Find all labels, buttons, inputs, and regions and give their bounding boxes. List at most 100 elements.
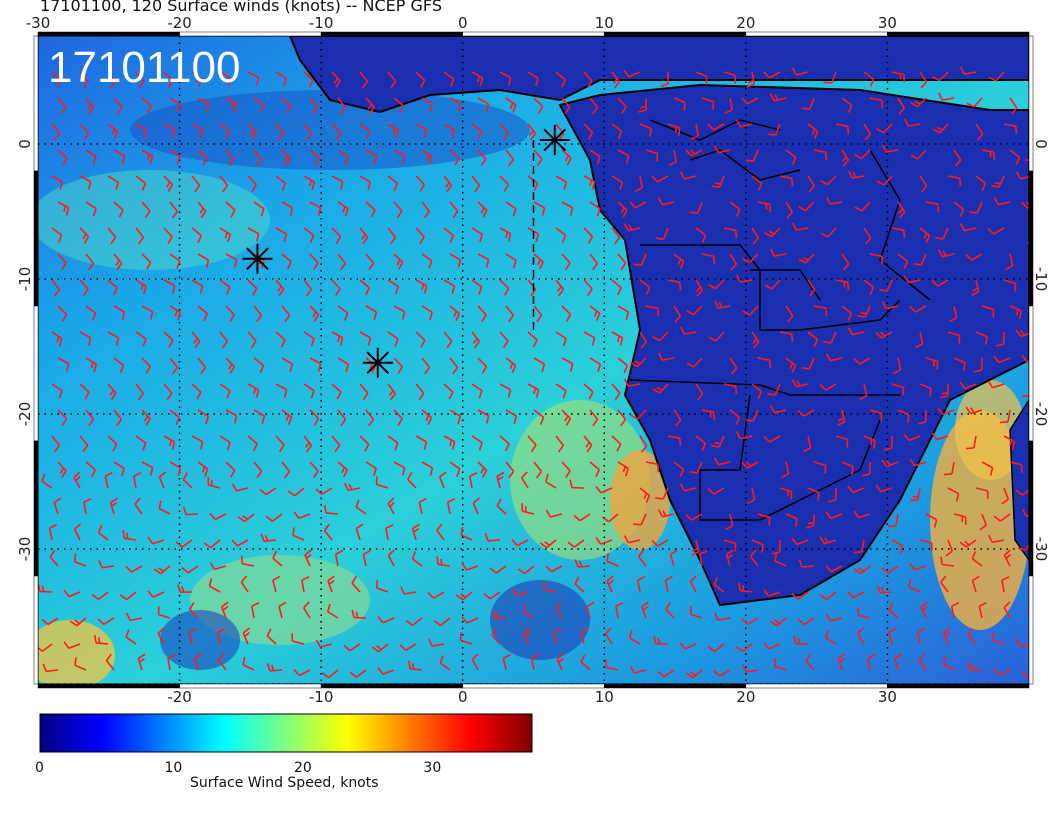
- wind-barb: [1003, 279, 1017, 292]
- wind-barb: [135, 383, 145, 401]
- wind-barb: [729, 201, 741, 217]
- wind-barb: [191, 227, 203, 244]
- wind-barb: [947, 331, 961, 344]
- wind-barb: [321, 669, 339, 679]
- wind-barb: [879, 279, 893, 292]
- wind-barb: [711, 175, 725, 188]
- wind-barb: [779, 487, 793, 500]
- wind-barb: [853, 510, 871, 519]
- wind-barb: [695, 71, 708, 85]
- wind-barb: [1025, 158, 1029, 162]
- wind-barb: [167, 654, 176, 671]
- wind-barb: [309, 461, 319, 479]
- wind-barb: [436, 523, 445, 541]
- wind-barb: [163, 435, 176, 450]
- wind-barb: [359, 71, 369, 89]
- wind-barb: [807, 279, 816, 297]
- wind-barb: [471, 227, 484, 243]
- wind-barb: [999, 409, 1011, 424]
- wind-barb: [771, 539, 781, 555]
- wind-barb: [439, 655, 451, 671]
- wind-barb: [931, 432, 949, 441]
- wind-barb: [41, 473, 53, 489]
- wind-barb: [505, 149, 515, 167]
- wind-barb: [309, 201, 322, 216]
- wind-barb: [903, 433, 921, 442]
- wind-barb: [745, 409, 759, 422]
- wind-barb: [639, 279, 651, 295]
- wind-barb: [125, 565, 143, 573]
- wind-barb: [225, 305, 235, 322]
- wind-barb: [41, 617, 59, 626]
- wind-barb: [436, 556, 451, 567]
- wind-barb: [79, 227, 90, 244]
- wind-barb: [988, 71, 1005, 82]
- wind-barb: [147, 590, 165, 598]
- wind-barb: [601, 513, 619, 523]
- wind-barb: [499, 383, 512, 398]
- wind-barb: [433, 617, 451, 627]
- wind-barb: [689, 575, 697, 593]
- wind-barb: [893, 357, 902, 375]
- wind-barb: [1021, 672, 1029, 679]
- wind-barb: [639, 123, 652, 137]
- wind-barb: [891, 71, 906, 83]
- wind-barb: [881, 301, 899, 310]
- wind-barb: [561, 461, 571, 479]
- wind-barb: [909, 562, 927, 571]
- wind-barb: [897, 97, 906, 115]
- wind-barb: [132, 472, 142, 489]
- wind-barb: [135, 279, 147, 295]
- wind-barb: [791, 379, 809, 388]
- wind-barb: [275, 175, 287, 192]
- wind-barb: [639, 487, 651, 504]
- wind-barb: [359, 279, 370, 296]
- wind-barb: [657, 197, 675, 206]
- wind-barb: [665, 601, 675, 619]
- wind-barb: [967, 662, 983, 671]
- x-tick-label-top: -20: [167, 14, 192, 32]
- wind-barb: [365, 409, 375, 427]
- wind-barb: [421, 97, 433, 113]
- wind-barb: [428, 638, 445, 647]
- wind-barb: [141, 149, 154, 164]
- wind-barb: [57, 253, 67, 271]
- wind-barb: [169, 253, 181, 269]
- wind-barb: [471, 123, 483, 140]
- wind-barb: [801, 357, 815, 370]
- wind-barb: [51, 331, 63, 347]
- wind-barb: [253, 461, 263, 479]
- wind-barb: [177, 584, 193, 593]
- wind-barb: [841, 253, 850, 271]
- wind-barb: [387, 331, 399, 347]
- wind-barb: [797, 617, 815, 626]
- wind-barb: [175, 539, 193, 548]
- wind-barb: [42, 663, 59, 673]
- wind-barb: [993, 197, 1011, 206]
- wind-barb: [113, 149, 126, 164]
- wind-barb: [863, 123, 872, 141]
- wind-barb: [421, 461, 434, 476]
- colorbar-label: Surface Wind Speed, knots: [190, 775, 379, 791]
- wind-barb: [125, 629, 137, 645]
- wind-barb: [949, 305, 958, 323]
- wind-barb: [191, 331, 201, 349]
- wind-barb: [679, 483, 697, 492]
- wind-barb: [499, 331, 509, 349]
- wind-barb: [511, 539, 529, 547]
- wind-barb: [91, 591, 109, 600]
- wind-barb: [690, 123, 699, 140]
- wind-barb: [695, 383, 704, 401]
- date-stamp: 17101100: [48, 43, 241, 92]
- wind-barb: [141, 461, 154, 476]
- wind-barb: [523, 627, 531, 645]
- wind-barb: [1003, 123, 1018, 135]
- wind-barb: [93, 634, 109, 645]
- wind-barb: [611, 227, 621, 245]
- wind-barb: [917, 409, 927, 425]
- wind-barb: [617, 97, 627, 115]
- wind-barb: [477, 461, 488, 478]
- wind-barb: [707, 643, 725, 653]
- wind-barb: [134, 497, 143, 515]
